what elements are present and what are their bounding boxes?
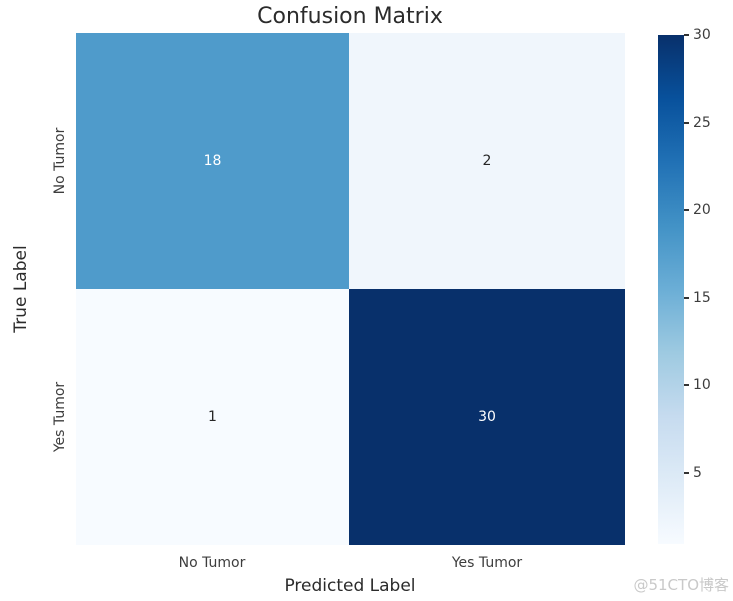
colorbar-tick-label: 20 xyxy=(693,202,711,218)
colorbar-tick-label: 25 xyxy=(693,115,711,131)
colorbar-tick-label: 10 xyxy=(693,377,711,393)
chart-title: Confusion Matrix xyxy=(257,4,443,29)
heatmap-cell-true-yes-pred-no: 1 xyxy=(76,289,349,545)
colorbar-gradient xyxy=(658,35,684,544)
heatmap-cell-true-no-pred-yes: 2 xyxy=(349,33,625,289)
y-tick-no-tumor: No Tumor xyxy=(52,127,68,195)
colorbar-tick-label: 30 xyxy=(693,27,711,43)
tick-mark xyxy=(684,472,689,474)
y-tick-yes-tumor: Yes Tumor xyxy=(52,381,68,453)
cell-value: 1 xyxy=(208,409,217,425)
colorbar-tick-label: 15 xyxy=(693,290,711,306)
tick-mark xyxy=(684,122,689,124)
x-tick-no-tumor: No Tumor xyxy=(178,555,246,571)
x-axis-label: Predicted Label xyxy=(284,576,416,596)
y-axis-label: True Label xyxy=(11,245,31,333)
heatmap-cell-true-yes-pred-yes: 30 xyxy=(349,289,625,545)
cell-value: 30 xyxy=(478,409,496,425)
tick-mark xyxy=(684,297,689,299)
tick-mark xyxy=(684,34,689,36)
x-tick-yes-tumor: Yes Tumor xyxy=(451,555,523,571)
cell-value: 18 xyxy=(203,153,222,169)
tick-mark xyxy=(684,384,689,386)
tick-mark xyxy=(684,209,689,211)
cell-value: 2 xyxy=(482,153,492,169)
heatmap-grid: 18 2 1 30 xyxy=(76,33,625,545)
colorbar-tick-label: 5 xyxy=(693,465,702,481)
watermark: @51CTO博客 xyxy=(633,576,729,594)
heatmap-cell-true-no-pred-no: 18 xyxy=(76,33,349,289)
